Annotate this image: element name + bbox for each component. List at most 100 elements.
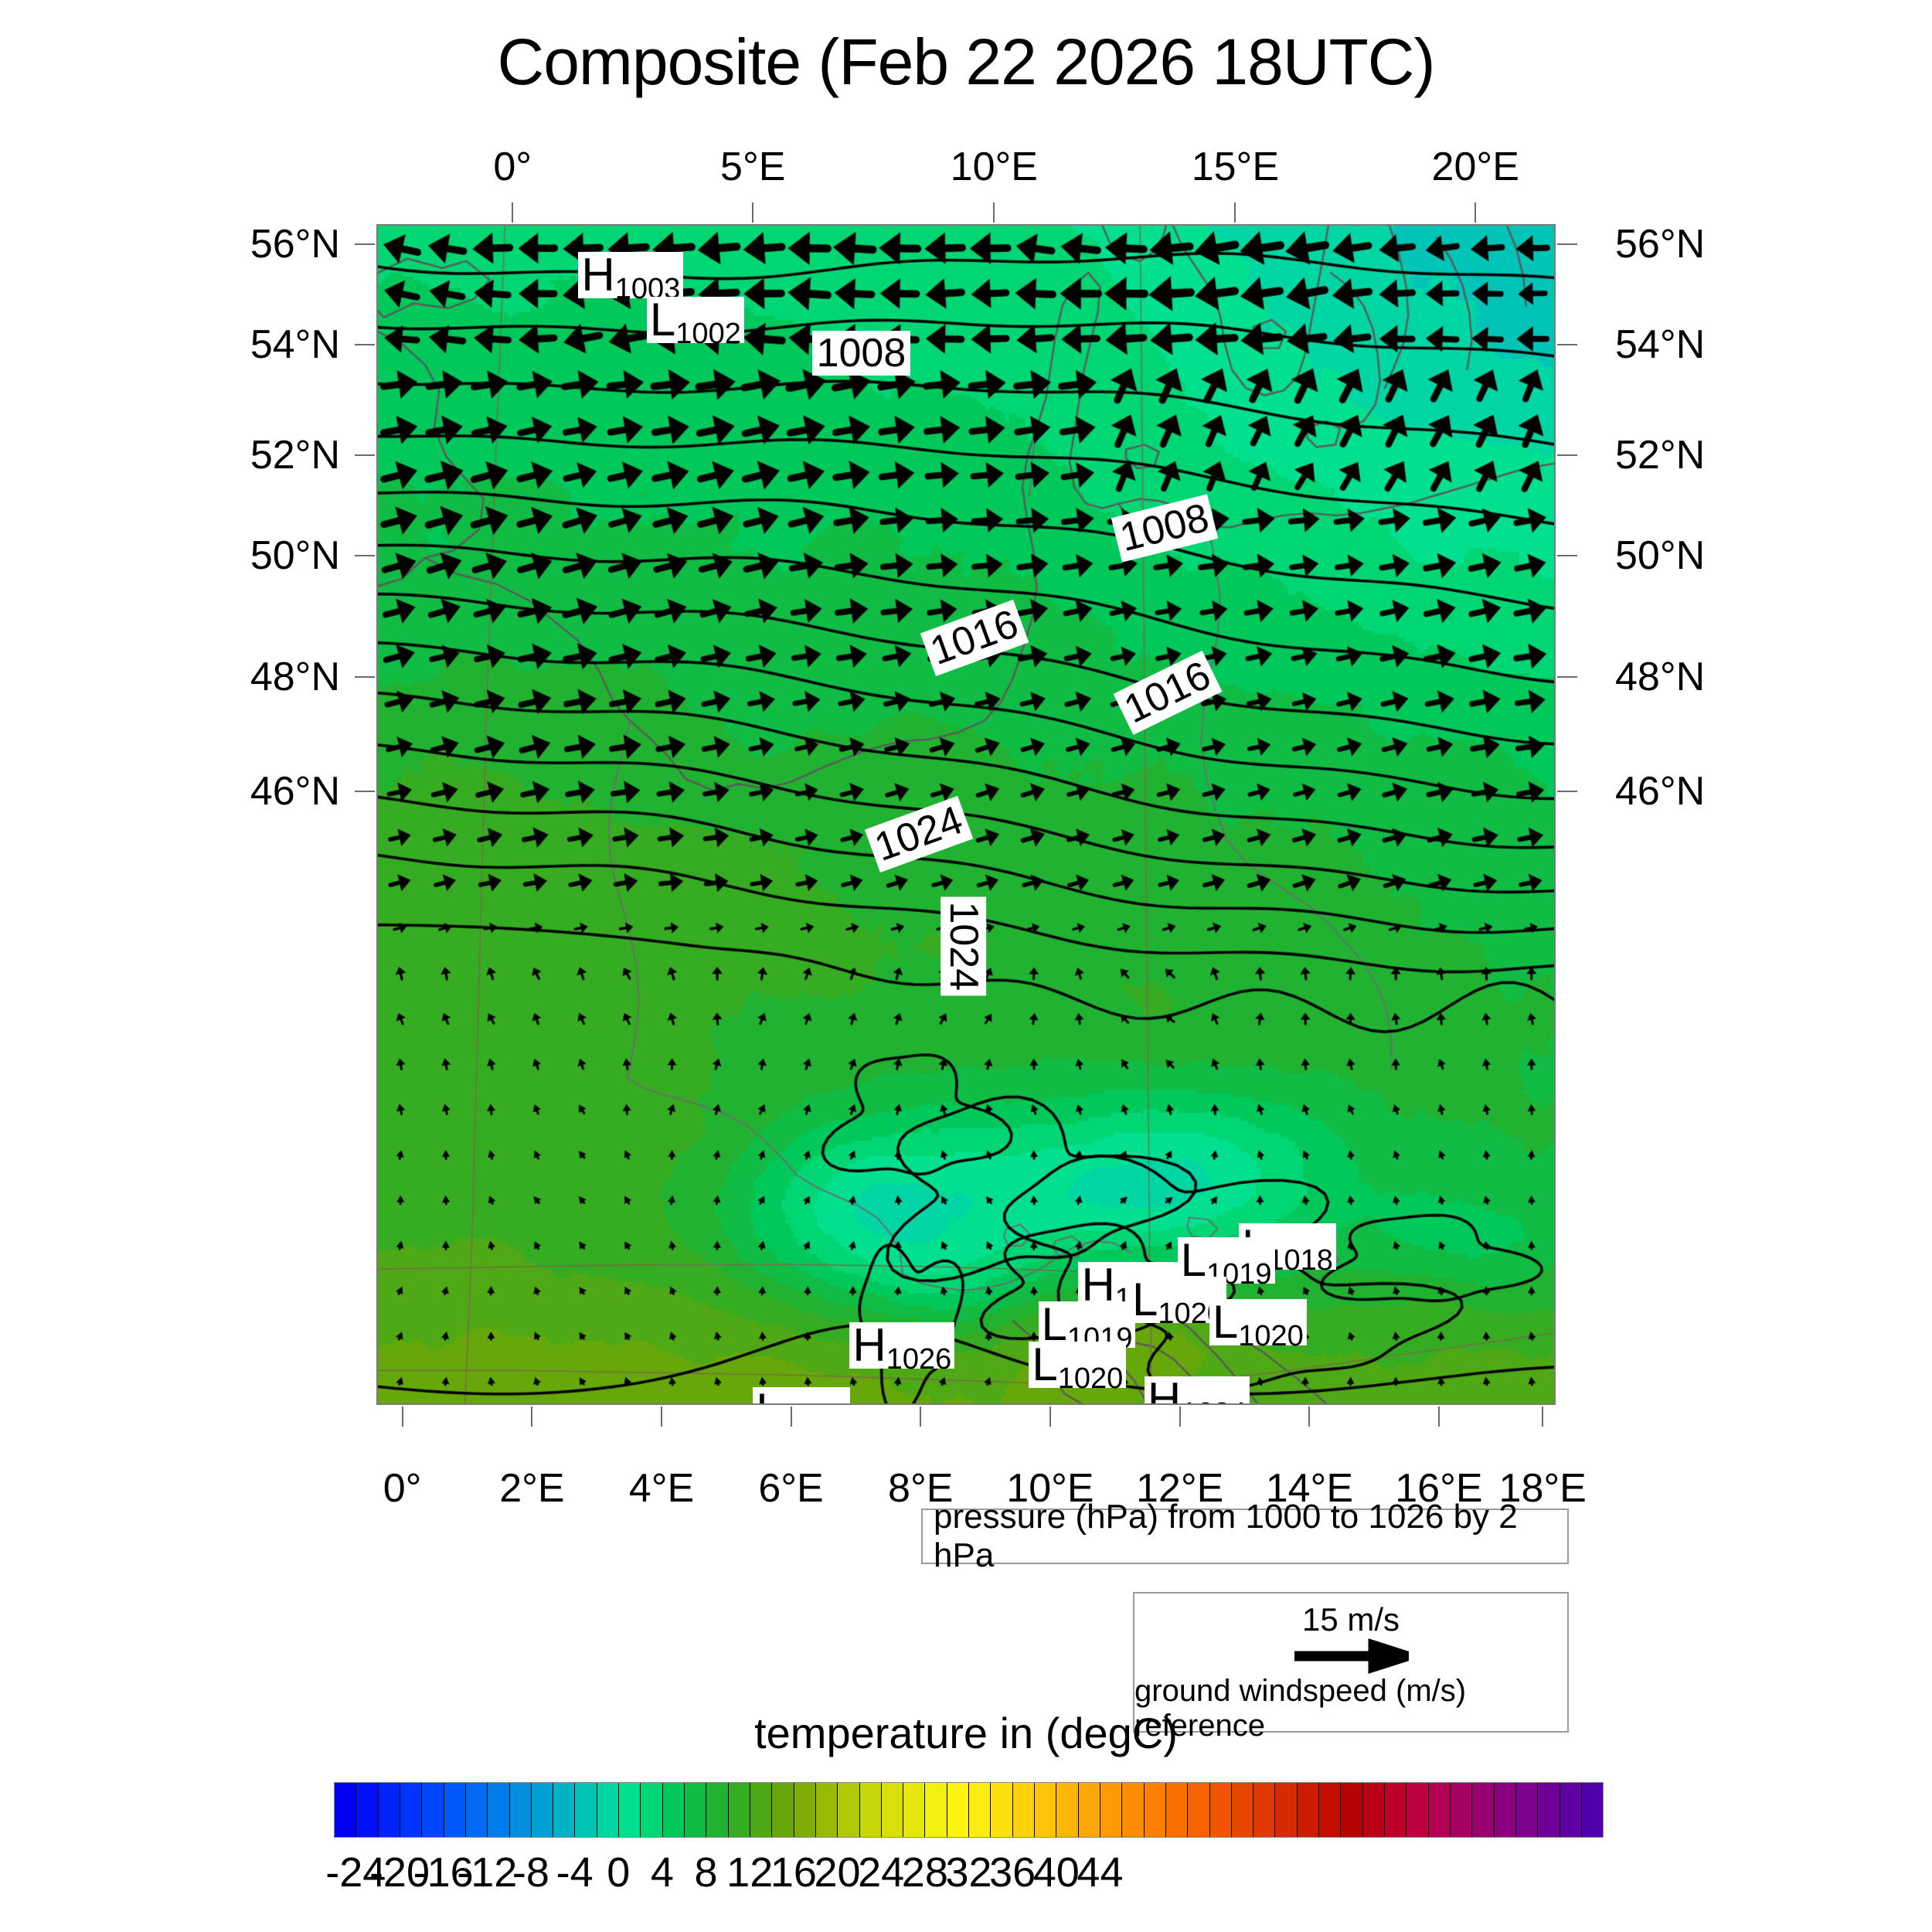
axis-tick-mark-bottom: [1179, 1406, 1181, 1427]
colorbar-swatch[interactable]: [1450, 1783, 1473, 1837]
colorbar-swatch[interactable]: [838, 1783, 860, 1837]
colorbar-swatch[interactable]: [1275, 1783, 1298, 1837]
colorbar-swatch[interactable]: [991, 1783, 1013, 1837]
axis-tick-label-bottom: 12°E: [1135, 1466, 1224, 1511]
colorbar-swatch[interactable]: [728, 1783, 750, 1837]
pressure-center-marker: H1024: [1144, 1376, 1250, 1403]
colorbar-swatch[interactable]: [1165, 1783, 1189, 1837]
wind-magnitude-label: 15 m/s: [1301, 1601, 1400, 1638]
pressure-center-marker: L 1002: [646, 293, 744, 349]
colorbar-swatch[interactable]: [859, 1783, 882, 1837]
pressure-center-type: H: [581, 248, 615, 301]
colorbar-swatch[interactable]: [575, 1783, 597, 1837]
colorbar-swatch[interactable]: [1100, 1783, 1123, 1837]
pressure-center-value: 1026: [886, 1343, 952, 1376]
colorbar-swatch[interactable]: [662, 1783, 685, 1837]
colorbar-swatch[interactable]: [1078, 1783, 1100, 1837]
colorbar-swatch[interactable]: [1056, 1783, 1079, 1837]
colorbar-swatch[interactable]: [1012, 1783, 1035, 1837]
colorbar-swatch[interactable]: [378, 1783, 400, 1837]
colorbar-swatch[interactable]: [553, 1783, 576, 1837]
colorbar-tick-label: 0: [607, 1849, 631, 1896]
axis-tick-label-right: 56°N: [1615, 221, 1706, 267]
colorbar-swatch[interactable]: [750, 1783, 773, 1837]
colorbar-swatch[interactable]: [1253, 1783, 1276, 1837]
axis-tick-mark-right: [1557, 343, 1577, 345]
colorbar-swatch[interactable]: [1144, 1783, 1166, 1837]
pressure-legend-box: pressure (hPa) from 1000 to 1026 by 2 hP…: [921, 1498, 1569, 1574]
colorbar-title: temperature in (degC): [754, 1709, 1178, 1757]
pressure-center-marker: L 1019: [1038, 1298, 1136, 1353]
colorbar-tick-label: 36: [989, 1849, 1036, 1896]
colorbar-swatch[interactable]: [400, 1783, 423, 1837]
colorbar-swatch[interactable]: [1494, 1783, 1516, 1837]
colorbar-swatch[interactable]: [356, 1783, 379, 1837]
colorbar-swatch[interactable]: [1581, 1783, 1604, 1837]
colorbar-swatch[interactable]: [465, 1783, 488, 1837]
colorbar-swatch[interactable]: [1472, 1783, 1495, 1837]
colorbar-swatch[interactable]: [947, 1783, 970, 1837]
axis-tick-label-top: 10°E: [950, 145, 1038, 189]
colorbar-swatch[interactable]: [1515, 1783, 1539, 1837]
colorbar-tick-label: -24: [325, 1849, 386, 1896]
colorbar-swatch[interactable]: [969, 1783, 992, 1837]
colorbar-swatch[interactable]: [1341, 1783, 1363, 1837]
colorbar-swatch[interactable]: [881, 1783, 904, 1837]
colorbar-swatch[interactable]: [772, 1783, 794, 1837]
colorbar-swatch[interactable]: [815, 1783, 838, 1837]
colorbar-swatch[interactable]: [531, 1783, 554, 1837]
pressure-center-type: H: [852, 1319, 886, 1372]
colorbar-swatch[interactable]: [1560, 1783, 1582, 1837]
colorbar-swatch[interactable]: [1035, 1783, 1057, 1837]
colorbar-swatch[interactable]: [1231, 1783, 1254, 1837]
colorbar-swatch[interactable]: [706, 1783, 729, 1837]
colorbar-tick-label: 32: [945, 1849, 992, 1896]
axis-tick-mark-bottom: [1542, 1406, 1544, 1427]
colorbar-swatch[interactable]: [509, 1783, 532, 1837]
colorbar-swatch[interactable]: [444, 1783, 466, 1837]
colorbar-swatch[interactable]: [1385, 1783, 1407, 1837]
colorbar-swatch[interactable]: [1122, 1783, 1145, 1837]
weather-map[interactable]: H1003L1002L1018L1019H1022L1020L1019L1020…: [376, 224, 1556, 1405]
temperature-colorbar[interactable]: [334, 1782, 1604, 1838]
map-raster-canvas: [378, 226, 1554, 1403]
axis-tick-mark-top: [512, 202, 514, 223]
axis-tick-mark-left: [355, 343, 375, 345]
colorbar-swatch[interactable]: [641, 1783, 663, 1837]
colorbar-swatch[interactable]: [1209, 1783, 1232, 1837]
pressure-center-value: 1018: [1267, 1243, 1333, 1277]
axis-tick-label-right: 48°N: [1615, 654, 1706, 699]
colorbar-tick-label: -20: [369, 1849, 430, 1896]
colorbar-tick-label: 44: [1077, 1849, 1124, 1896]
colorbar-swatch[interactable]: [925, 1783, 947, 1837]
colorbar-swatch[interactable]: [903, 1783, 926, 1837]
axis-tick-label-left: 46°N: [250, 769, 340, 814]
colorbar-swatch[interactable]: [1362, 1783, 1385, 1837]
colorbar-swatch[interactable]: [1538, 1783, 1560, 1837]
axis-tick-mark-bottom: [1437, 1406, 1440, 1427]
colorbar-swatch[interactable]: [1297, 1783, 1320, 1837]
pressure-center-marker: L 1019: [1177, 1237, 1275, 1289]
colorbar-swatch[interactable]: [422, 1783, 444, 1837]
colorbar-swatch[interactable]: [488, 1783, 510, 1837]
pressure-center-marker: L 1020: [1029, 1341, 1127, 1393]
axis-tick-label-bottom: 18°E: [1498, 1466, 1587, 1511]
axis-tick-label-left: 48°N: [250, 654, 340, 699]
colorbar-swatch[interactable]: [1319, 1783, 1342, 1837]
colorbar-swatch[interactable]: [1406, 1783, 1429, 1837]
colorbar-swatch[interactable]: [619, 1783, 641, 1837]
colorbar-swatch[interactable]: [1188, 1783, 1210, 1837]
colorbar-swatch[interactable]: [685, 1783, 707, 1837]
colorbar-swatch[interactable]: [335, 1783, 357, 1837]
pressure-center-type: L: [1041, 1298, 1067, 1350]
colorbar-swatch[interactable]: [794, 1783, 816, 1837]
axis-tick-label-bottom: 10°E: [1006, 1466, 1094, 1511]
axis-tick-mark-top: [1475, 202, 1477, 223]
axis-tick-mark-right: [1557, 243, 1577, 245]
colorbar-swatch[interactable]: [597, 1783, 620, 1837]
colorbar-swatch[interactable]: [1428, 1783, 1451, 1837]
pressure-center-type: L: [649, 293, 676, 345]
axis-tick-label-right: 54°N: [1615, 321, 1706, 367]
axis-tick-mark-left: [355, 454, 375, 457]
axis-tick-mark-bottom: [660, 1406, 662, 1427]
